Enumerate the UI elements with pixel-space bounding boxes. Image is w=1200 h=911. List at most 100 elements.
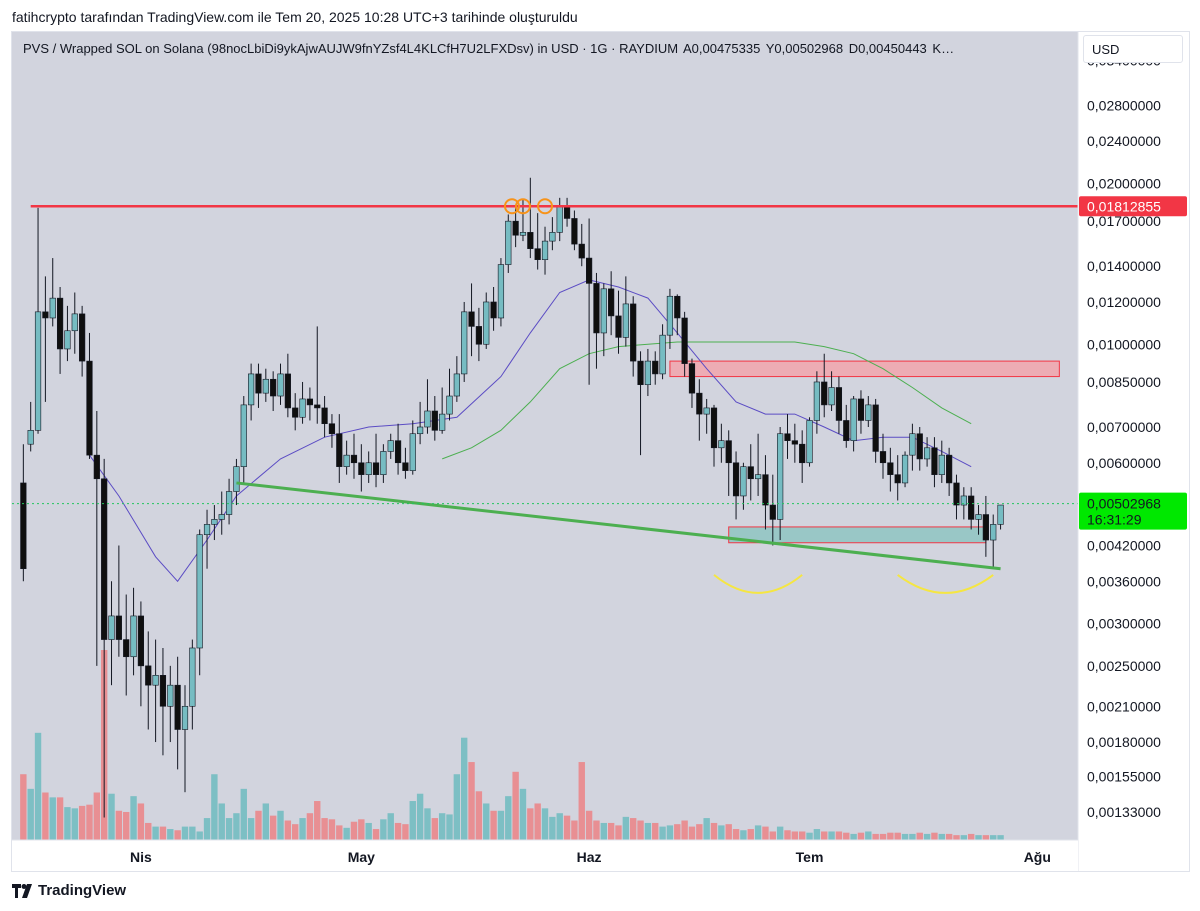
- candle: [549, 217, 556, 251]
- volume-bar: [637, 820, 644, 840]
- candle: [380, 444, 387, 483]
- candle: [652, 351, 659, 385]
- volume-bar: [497, 810, 505, 840]
- volume-bar: [975, 835, 982, 840]
- candle: [71, 292, 78, 354]
- lower-zone: [728, 526, 987, 544]
- candle-body: [821, 381, 828, 406]
- volume-bar: [64, 807, 71, 840]
- candle-body: [42, 311, 49, 319]
- candle-body: [887, 462, 894, 475]
- volume-bar: [372, 829, 380, 840]
- candle: [262, 368, 269, 402]
- candle-body: [843, 420, 850, 441]
- candle-body: [497, 264, 505, 319]
- time-tick-label: Ağu: [1024, 849, 1051, 865]
- countdown-label: 16:31:29: [1087, 512, 1142, 528]
- candle-body: [314, 404, 321, 409]
- candle-body: [563, 206, 571, 219]
- volume-bar: [211, 774, 218, 840]
- volume-bar: [791, 831, 799, 840]
- candle: [431, 396, 438, 441]
- candle-body: [615, 315, 622, 338]
- candle-body: [402, 462, 409, 471]
- top-marker: [514, 198, 531, 215]
- volume-bar: [365, 822, 372, 840]
- volume-bar: [20, 774, 27, 840]
- candle: [123, 594, 130, 696]
- candle-body: [453, 373, 460, 397]
- volume-bar: [607, 822, 615, 840]
- candle: [732, 451, 740, 520]
- candle: [27, 401, 34, 452]
- volume-bar: [549, 816, 556, 840]
- chart-panel[interactable]: 0,034000000,028000000,024000000,02000000…: [11, 31, 1190, 872]
- candle: [843, 404, 850, 448]
- volume-bar: [483, 803, 490, 840]
- candle: [586, 218, 593, 385]
- price-tick-label: 0,01200000: [1087, 294, 1161, 310]
- candle: [292, 393, 299, 431]
- candle-body: [152, 675, 159, 686]
- volume-bar: [578, 762, 585, 840]
- candle: [710, 404, 718, 467]
- volume-bar: [813, 829, 821, 840]
- candle: [968, 487, 975, 530]
- candle-body: [189, 647, 196, 707]
- volume-bar: [409, 801, 416, 840]
- volume-bar: [769, 831, 776, 840]
- candle-body: [975, 514, 982, 520]
- time-tick-label: May: [348, 849, 375, 865]
- candle: [417, 401, 424, 445]
- volume-bar: [358, 819, 365, 840]
- candle-body: [850, 398, 857, 441]
- currency-button[interactable]: USD: [1083, 35, 1183, 63]
- candle-body: [923, 447, 931, 460]
- candle: [835, 376, 843, 434]
- candle: [674, 294, 681, 336]
- volume-bar: [828, 831, 835, 840]
- volume-bar: [438, 813, 446, 840]
- volume-bar: [556, 813, 563, 840]
- candle-body: [857, 398, 865, 421]
- candle: [637, 351, 644, 456]
- candle: [137, 601, 145, 707]
- candle: [483, 292, 490, 349]
- time-tick-label: Nis: [130, 849, 152, 865]
- price-chart[interactable]: 0,034000000,028000000,024000000,02000000…: [12, 32, 1189, 871]
- volume-bar: [857, 832, 865, 840]
- candle-body: [600, 288, 607, 334]
- candle: [439, 387, 446, 434]
- candle-body: [468, 311, 475, 327]
- volume-bar: [269, 815, 277, 840]
- candle-body: [909, 433, 916, 456]
- candle: [101, 458, 108, 818]
- volume-bar: [336, 825, 343, 840]
- candle-body: [674, 295, 681, 319]
- resistance-price-label: 0,01812855: [1087, 198, 1161, 214]
- candle-body: [946, 454, 953, 484]
- ohlc-open: A0,00475335: [682, 41, 761, 56]
- volume-bar: [622, 816, 630, 840]
- volume-bar: [233, 813, 240, 840]
- current-price-label: 0,00502968: [1087, 496, 1161, 512]
- volume-bar: [953, 835, 960, 840]
- volume-bar: [997, 835, 1004, 840]
- candle-body: [49, 297, 56, 319]
- candle: [615, 290, 622, 354]
- candle: [938, 440, 945, 483]
- candle: [446, 368, 453, 421]
- volume-bar: [343, 827, 350, 840]
- candle: [894, 455, 901, 501]
- candle: [394, 423, 402, 475]
- candle: [541, 226, 549, 275]
- tradingview-logo: TradingView: [12, 882, 126, 899]
- candle: [534, 213, 541, 270]
- volume-bar: [299, 818, 306, 840]
- candle: [284, 353, 291, 418]
- candle-body: [424, 410, 431, 428]
- candle-body: [799, 443, 806, 464]
- volume-bar: [666, 825, 674, 840]
- candle: [828, 371, 835, 411]
- candle: [49, 258, 56, 327]
